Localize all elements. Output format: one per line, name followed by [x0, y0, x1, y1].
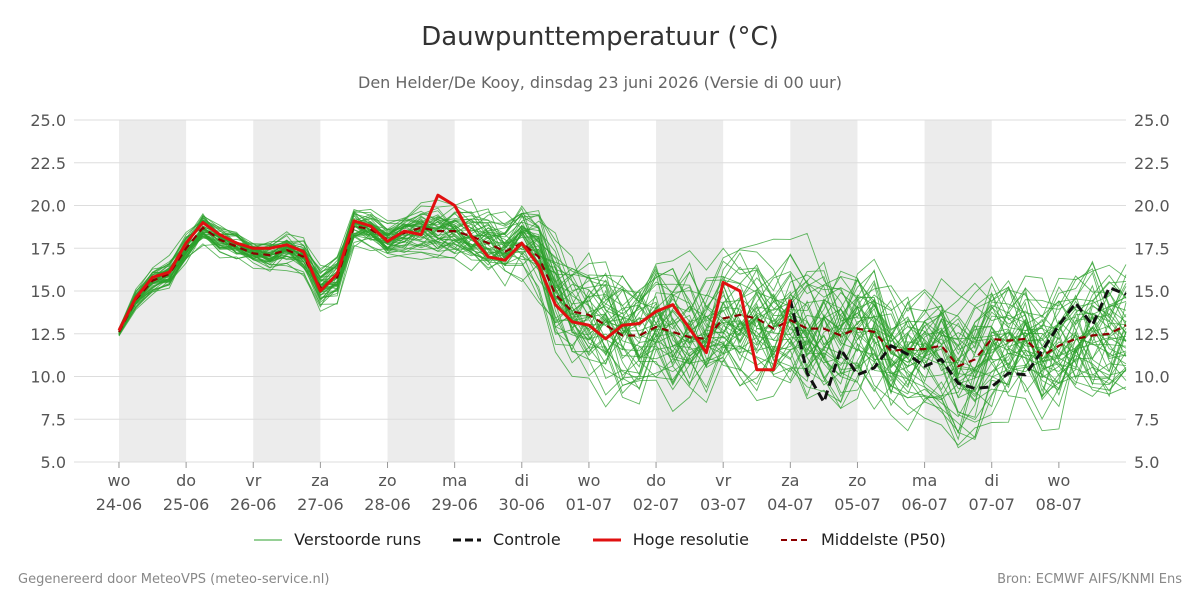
median-line [118, 224, 1127, 368]
x-tick-weekday: za [311, 471, 329, 490]
y-tick-right: 7.5 [1134, 410, 1159, 429]
y-tick-right: 25.0 [1134, 111, 1170, 130]
legend-control-swatch [453, 538, 482, 541]
legend-median-label: Middelste (P50) [820, 530, 946, 549]
x-tick-date: 25-06 [163, 495, 210, 514]
x-tick-date: 03-07 [700, 495, 747, 514]
x-tick-date: 27-06 [297, 495, 344, 514]
legend-ensemble-swatch [254, 539, 283, 540]
x-tick-date: 08-07 [1036, 495, 1083, 514]
legend-hires-label: Hoge resolutie [632, 530, 749, 549]
y-tick-left: 12.5 [30, 325, 66, 344]
x-tick-weekday: zo [848, 471, 866, 490]
x-tick-date: 07-07 [968, 495, 1015, 514]
legend-item-control[interactable]: Controle [453, 530, 561, 549]
x-tick-weekday: wo [108, 471, 131, 490]
control-line [788, 286, 1127, 404]
legend-control-label: Controle [493, 530, 561, 549]
ensemble-member-line [118, 224, 1127, 435]
x-tick-weekday: do [646, 471, 666, 490]
y-tick-left: 5.0 [41, 453, 66, 472]
y-tick-left: 7.5 [41, 410, 66, 429]
legend-median-swatch [780, 538, 809, 541]
x-tick-weekday: zo [378, 471, 396, 490]
ensemble-member-line [118, 225, 1127, 441]
legend-ensemble-label: Verstoorde runs [294, 530, 422, 549]
ensemble-member-line [118, 221, 1127, 418]
y-tick-right: 12.5 [1134, 325, 1170, 344]
chart-subtitle: Den Helder/De Kooy, dinsdag 23 juni 2026… [358, 73, 842, 92]
y-tick-left: 15.0 [30, 282, 66, 301]
x-tick-date: 05-07 [834, 495, 881, 514]
hires-line [117, 193, 792, 372]
x-tick-date: 04-07 [767, 495, 814, 514]
y-tick-left: 25.0 [30, 111, 66, 130]
y-tick-right: 20.0 [1134, 197, 1170, 216]
y-tick-right: 17.5 [1134, 239, 1170, 258]
y-tick-right: 5.0 [1134, 453, 1159, 472]
x-tick-date: 30-06 [499, 495, 546, 514]
legend-item-hires[interactable]: Hoge resolutie [592, 530, 749, 549]
legend-item-ensemble[interactable]: Verstoorde runs [254, 530, 421, 549]
x-tick-weekday: wo [577, 471, 600, 490]
x-tick-date: 24-06 [96, 495, 143, 514]
x-tick-weekday: vr [245, 471, 261, 490]
ensemble-member-line [118, 224, 1127, 446]
y-tick-right: 22.5 [1134, 154, 1170, 173]
x-tick-date: 26-06 [230, 495, 277, 514]
y-tick-left: 10.0 [30, 368, 66, 387]
x-tick-weekday: za [781, 471, 799, 490]
x-tick-weekday: di [984, 471, 999, 490]
x-tick-weekday: ma [912, 471, 937, 490]
y-tick-left: 20.0 [30, 197, 66, 216]
y-tick-left: 17.5 [30, 239, 66, 258]
ensemble-member-line [118, 221, 1127, 439]
x-tick-date: 01-07 [566, 495, 613, 514]
x-tick-weekday: di [514, 471, 529, 490]
footer-generator: Gegenereerd door MeteoVPS (meteo-service… [18, 572, 330, 587]
x-tick-weekday: ma [442, 471, 467, 490]
legend-hires-swatch [592, 538, 621, 541]
x-tick-date: 28-06 [364, 495, 411, 514]
ensemble-member-line [118, 223, 1127, 432]
ensemble-member-line [118, 217, 1127, 391]
x-tick-date: 29-06 [431, 495, 478, 514]
x-tick-weekday: do [176, 471, 196, 490]
y-tick-left: 22.5 [30, 154, 66, 173]
y-tick-right: 15.0 [1134, 282, 1170, 301]
y-tick-right: 10.0 [1134, 368, 1170, 387]
x-tick-weekday: wo [1047, 471, 1070, 490]
ensemble-member-line [118, 207, 1127, 387]
x-tick-weekday: vr [715, 471, 731, 490]
footer-source: Bron: ECMWF AIFS/KNMI Ens [997, 572, 1182, 587]
x-tick-date: 06-07 [901, 495, 948, 514]
legend: Verstoorde runs Controle Hoge resolutie … [0, 530, 1200, 549]
x-tick-date: 02-07 [633, 495, 680, 514]
chart-title: Dauwpunttemperatuur (°C) [421, 22, 779, 52]
legend-item-median[interactable]: Middelste (P50) [780, 530, 946, 549]
